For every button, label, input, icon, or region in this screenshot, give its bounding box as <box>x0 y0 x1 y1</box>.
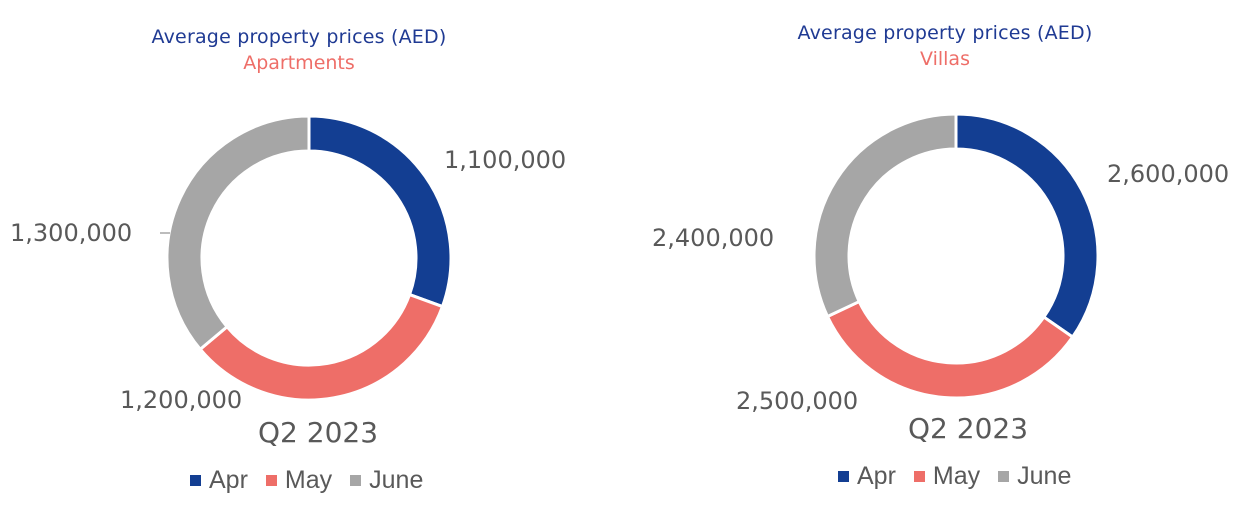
legend-swatch-may <box>265 475 277 486</box>
slice-june <box>812 112 958 319</box>
data-label-apr: 2,600,000 <box>1107 160 1230 188</box>
data-label-june: 2,400,000 <box>652 224 775 252</box>
legend-swatch-may <box>913 471 925 482</box>
legend: Apr May June <box>838 462 1071 491</box>
legend-swatch-apr <box>190 475 201 486</box>
legend-swatch-apr <box>838 471 849 482</box>
donut-chart-villas <box>812 112 1100 400</box>
data-label-apr: 1,100,000 <box>444 146 567 174</box>
donut-chart-apartments <box>160 114 453 402</box>
legend-item-may: May <box>265 466 333 495</box>
apartments-chart: Average property prices (AED) Apartments… <box>10 26 567 495</box>
slice-apr <box>307 114 453 309</box>
chart-title: Average property prices (AED) <box>797 22 1093 44</box>
legend-label-apr: Apr <box>209 466 248 494</box>
legend-item-apr: Apr <box>190 466 248 495</box>
center-label: Q2 2023 <box>908 412 1029 445</box>
legend-label-may: May <box>284 466 333 494</box>
data-label-may: 1,200,000 <box>120 386 243 414</box>
legend-label-june: June <box>1017 462 1072 490</box>
slice-may <box>198 292 445 402</box>
chart-subtitle: Apartments <box>243 52 355 74</box>
slice-june <box>165 114 311 352</box>
legend-swatch-june <box>350 475 362 486</box>
chart-subtitle: Villas <box>920 48 970 70</box>
slice-apr <box>954 112 1100 340</box>
legend-item-june: June <box>998 462 1071 491</box>
center-label: Q2 2023 <box>258 416 379 449</box>
slice-may <box>825 299 1075 400</box>
legend-item-apr: Apr <box>838 462 896 491</box>
legend-item-may: May <box>913 462 981 491</box>
legend: Apr May June <box>190 466 423 495</box>
legend-label-may: May <box>932 462 981 490</box>
legend-item-june: June <box>350 466 423 495</box>
chart-title: Average property prices (AED) <box>151 26 447 48</box>
data-label-may: 2,500,000 <box>736 387 859 415</box>
legend-swatch-june <box>998 471 1010 482</box>
data-label-june: 1,300,000 <box>10 219 133 247</box>
legend-label-apr: Apr <box>857 462 896 490</box>
villas-chart: Average property prices (AED) Villas 2,6… <box>626 0 1252 511</box>
legend-label-june: June <box>369 466 424 494</box>
